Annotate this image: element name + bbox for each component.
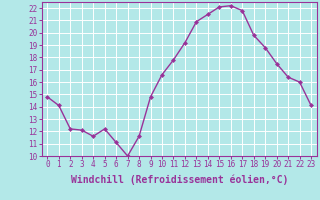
X-axis label: Windchill (Refroidissement éolien,°C): Windchill (Refroidissement éolien,°C)	[70, 175, 288, 185]
